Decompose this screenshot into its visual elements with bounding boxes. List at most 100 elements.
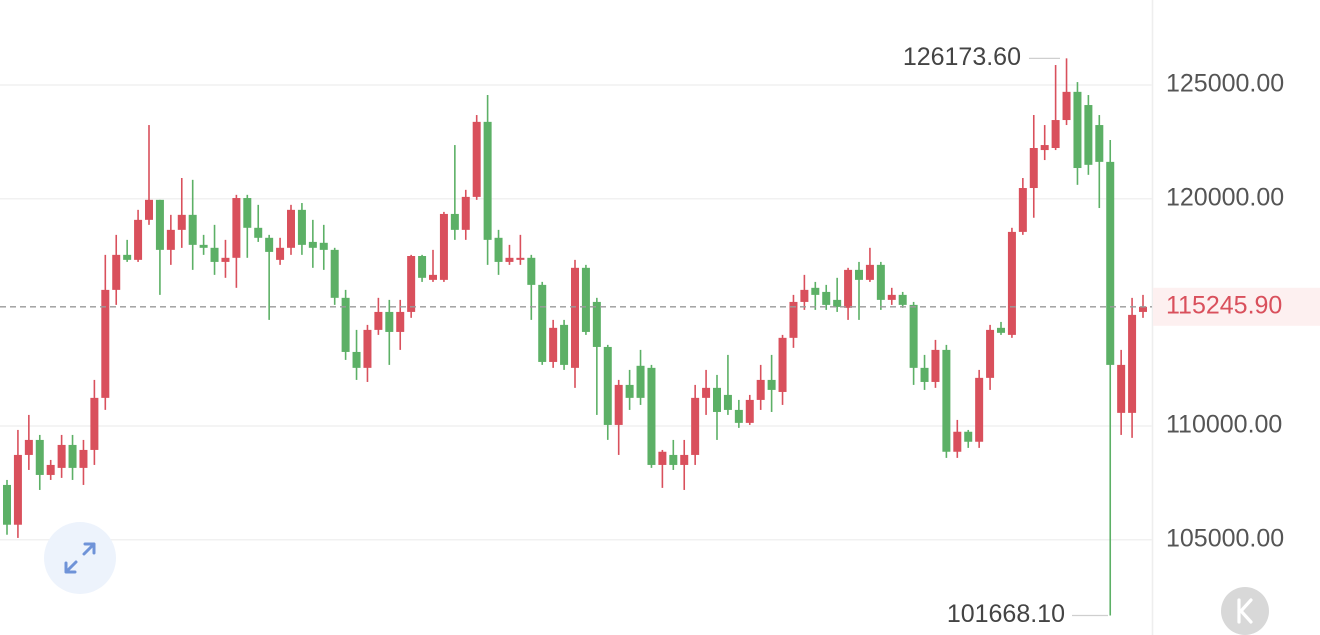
candle-body [625,384,634,398]
candle-body [1128,314,1137,413]
candle-body [68,444,77,468]
candle-body [341,297,350,352]
candle-body [1018,188,1027,232]
candle-body [297,209,306,245]
candle-body [702,387,711,398]
candle-body [243,198,252,228]
candle-body [647,367,656,465]
candle-body [953,431,962,452]
candle-body [472,121,481,197]
candle-body [112,254,121,290]
y-tick-label: 110000.00 [1166,411,1282,439]
candle-body [396,311,405,332]
candle-body [723,394,732,410]
candle-body [592,301,601,347]
low-marker-label: 101668.10 [947,600,1065,628]
expand-button[interactable] [44,522,116,594]
candle-body [221,257,230,262]
candle-body [1040,145,1049,151]
candle-body [13,454,22,525]
candle-body [734,409,743,423]
candle-body [855,269,863,280]
candle-body [1095,125,1104,162]
candle-body [385,311,394,332]
candle-body [319,242,328,250]
candle-body [986,329,995,378]
candle-body [833,299,842,307]
candle-body [1106,161,1115,365]
current-price-box [1153,287,1320,326]
candle-body [450,213,459,230]
high-marker-label: 126173.60 [903,43,1021,71]
candle-body [778,337,787,392]
candle-body [505,257,514,262]
candle-body [691,397,700,455]
candle-body [887,294,896,300]
overlay: 115245.90 126173.60 101668.10 [0,43,1320,628]
candle-body [254,227,263,238]
candle-body [920,367,929,382]
candle-body [571,267,579,368]
candle-body [308,241,317,248]
candle-body [975,377,984,442]
y-tick-label: 120000.00 [1166,183,1284,211]
candle-body [232,198,241,258]
candle-body [145,199,153,220]
candle-body [811,287,820,295]
candle-body [210,247,219,262]
y-tick-label: 105000.00 [1166,524,1284,552]
candle-body [767,379,776,390]
candle-body [57,444,66,468]
candle-body [680,454,689,465]
candle-body [669,454,678,465]
candle-body [658,451,667,465]
candles [3,58,1147,616]
candle-body [46,464,55,475]
grid: 125000.00 120000.00 110000.00 105000.00 [0,70,1284,552]
candle-body [483,121,492,240]
candle-body [789,301,798,338]
candle-body [461,196,470,230]
candle-body [439,213,448,280]
candle-body [330,249,339,298]
candle-body [35,439,44,475]
candle-body [636,365,645,398]
candle-body [1139,306,1147,312]
candle-body [603,346,612,425]
candle-body [1029,148,1038,189]
candle-body [931,349,940,382]
candle-body [134,219,143,260]
candle-body [942,349,951,452]
candle-body [527,257,536,285]
candle-body [549,327,558,362]
candle-body [1117,364,1126,413]
candle-body [166,229,175,250]
candle-body [1084,105,1093,165]
candle-body [909,304,918,368]
y-tick-label: 125000.00 [1166,70,1284,98]
candle-body [352,351,361,368]
candle-body [560,324,569,365]
candle-body [865,264,874,280]
candle-body [79,449,88,468]
candle-body [429,274,437,280]
candle-body [188,214,197,245]
candle-body [374,311,383,330]
candle-body [494,237,503,262]
candle-body [155,199,164,250]
candle-body [276,247,285,260]
candle-body [876,264,885,300]
candle-body [581,267,590,332]
candle-body [822,291,831,305]
candle-body [516,257,525,260]
current-price-label: 115245.90 [1166,291,1282,319]
candle-body [1062,91,1071,121]
candle-body [90,397,99,450]
candle-body [538,284,547,362]
candle-body [844,269,853,308]
kline-button[interactable] [1221,587,1269,635]
candle-body [745,399,754,423]
candle-body [101,289,110,398]
candle-body [614,384,623,425]
